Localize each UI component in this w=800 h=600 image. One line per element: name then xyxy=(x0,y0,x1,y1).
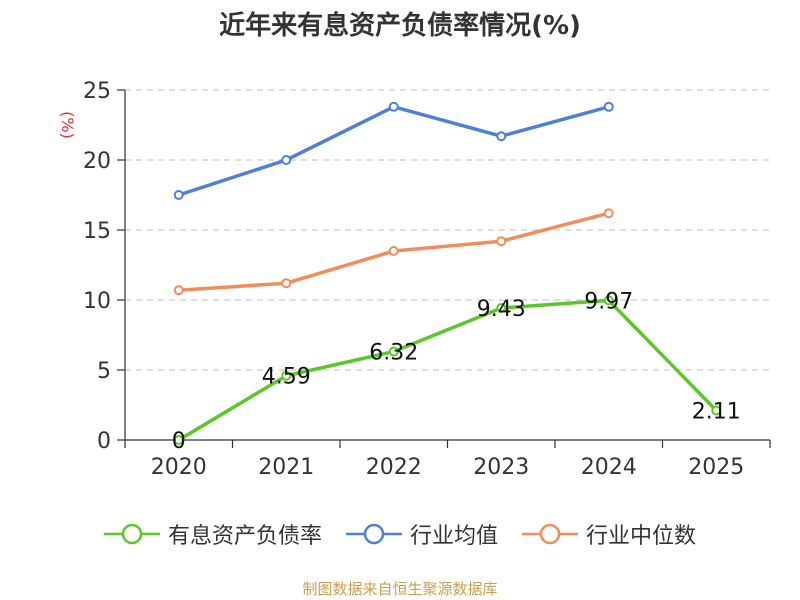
data-label: 9.43 xyxy=(477,297,526,322)
legend: 有息资产负债率 行业均值 行业中位数 xyxy=(0,518,800,550)
legend-item-2[interactable]: 行业均值 xyxy=(345,518,498,550)
data-label: 6.32 xyxy=(369,341,418,366)
series-2-point xyxy=(388,101,399,112)
series-2-point xyxy=(281,155,292,165)
data-source-note: 制图数据来自恒生聚源数据库 xyxy=(302,580,498,598)
y-tick-label: 10 xyxy=(83,289,111,314)
legend-swatch-icon xyxy=(522,523,578,545)
series-1-point xyxy=(173,435,184,445)
x-tick-label: 2021 xyxy=(258,455,314,480)
x-tick-label: 2020 xyxy=(151,455,207,480)
series-1-point xyxy=(281,370,292,381)
y-tick-label: 15 xyxy=(83,219,111,244)
series-3-point xyxy=(173,285,184,296)
series-3-point xyxy=(281,278,292,289)
series-3-point xyxy=(496,236,507,247)
y-tick-label: 0 xyxy=(97,429,111,454)
series-2-point xyxy=(496,131,507,142)
x-tick-label: 2025 xyxy=(688,455,744,480)
series-3-point xyxy=(388,246,399,256)
series-lines xyxy=(173,101,722,445)
legend-swatch-icon xyxy=(345,523,402,545)
legend-label: 行业均值 xyxy=(409,524,498,549)
data-label: 4.59 xyxy=(262,365,311,390)
series-1-point xyxy=(496,302,507,313)
data-labels: 0 4.59 6.32 9.43 9.97 2.11 xyxy=(172,289,741,454)
series-1-point xyxy=(388,346,399,357)
y-tick-label: 5 xyxy=(97,359,111,384)
legend-label: 有息资产负债率 xyxy=(167,524,322,549)
data-label: 9.97 xyxy=(584,289,633,314)
x-tick-label: 2022 xyxy=(366,455,422,480)
x-tick-label: 2023 xyxy=(473,455,529,480)
y-tick-label: 20 xyxy=(83,149,111,174)
x-tick-label: 2024 xyxy=(581,455,637,480)
grid-lines xyxy=(125,89,770,371)
series-1-point xyxy=(603,295,614,306)
series-3-point xyxy=(603,208,614,219)
y-tick-label: 25 xyxy=(83,79,111,104)
chart-title: 近年来有息资产负债率情况(%) xyxy=(219,11,581,41)
series-2-point xyxy=(173,190,184,200)
legend-label: 行业中位数 xyxy=(586,524,697,549)
data-label: 0 xyxy=(172,429,186,454)
legend-item-1[interactable]: 有息资产负债率 xyxy=(103,518,322,550)
series-2-point xyxy=(603,101,614,112)
series-line-1 xyxy=(177,298,718,442)
legend-item-3[interactable]: 行业中位数 xyxy=(522,518,696,550)
data-label: 2.11 xyxy=(692,399,741,424)
series-1-point xyxy=(711,405,722,416)
y-axis-unit-label: (%) xyxy=(58,111,77,139)
legend-swatch-icon xyxy=(103,523,160,545)
series-line-2 xyxy=(178,105,610,197)
